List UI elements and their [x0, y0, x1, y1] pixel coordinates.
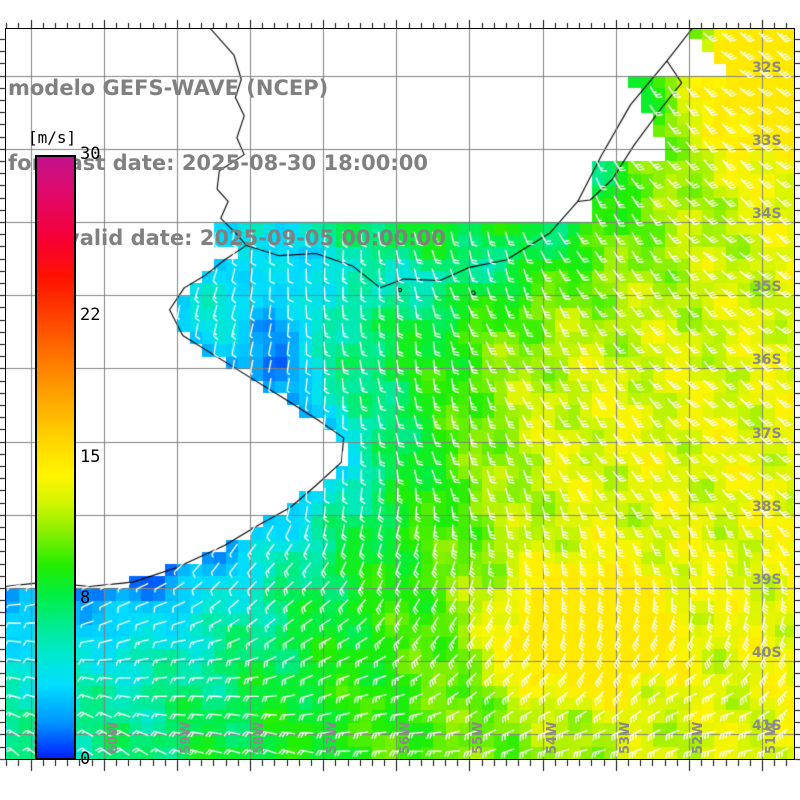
title-line-valid-date: valid date: 2025-09-05 00:00:00: [66, 226, 446, 250]
y-axis-label-40S: 40S: [752, 645, 782, 662]
x-axis-label-53W: 53W: [617, 721, 633, 754]
colorbar-tick-0: 0: [80, 749, 91, 769]
y-axis-label-32S: 32S: [752, 59, 782, 76]
y-axis-label-33S: 33S: [752, 132, 782, 149]
x-axis-label-54W: 54W: [544, 721, 560, 754]
x-axis-label-52W: 52W: [690, 721, 706, 754]
y-axis-label-35S: 35S: [752, 279, 782, 296]
y-axis-label-41S: 41S: [752, 718, 782, 735]
x-axis-label-58W: 58W: [252, 721, 268, 754]
x-axis-label-57W: 57W: [325, 721, 341, 754]
x-axis-label-55W: 55W: [471, 721, 487, 754]
x-axis-label-59W: 59W: [178, 721, 194, 754]
colorbar-tick-8: 8: [80, 587, 91, 608]
plot-title: modelo GEFS-WAVE (NCEP) forecast date: 2…: [0, 26, 520, 301]
colorbar-tick-30: 30: [80, 144, 101, 164]
x-axis-label-56W: 56W: [398, 721, 414, 754]
y-axis-label-39S: 39S: [752, 571, 782, 588]
title-line-model: modelo GEFS-WAVE (NCEP): [8, 76, 329, 100]
y-axis-label-37S: 37S: [752, 425, 782, 442]
y-axis-label-36S: 36S: [752, 352, 782, 369]
colorbar-unit-label: [m/s]: [28, 128, 77, 147]
colorbar-tick-22: 22: [80, 305, 101, 326]
colorbar-tick-15: 15: [80, 446, 101, 467]
title-line-forecast-date: forecast date: 2025-08-30 18:00:00: [8, 151, 428, 175]
y-axis-label-38S: 38S: [752, 498, 782, 515]
y-axis-label-34S: 34S: [752, 205, 782, 222]
colorbar[interactable]: [35, 155, 76, 760]
colorbar-gradient: [35, 155, 76, 760]
x-axis-label-60W: 60W: [105, 721, 121, 754]
